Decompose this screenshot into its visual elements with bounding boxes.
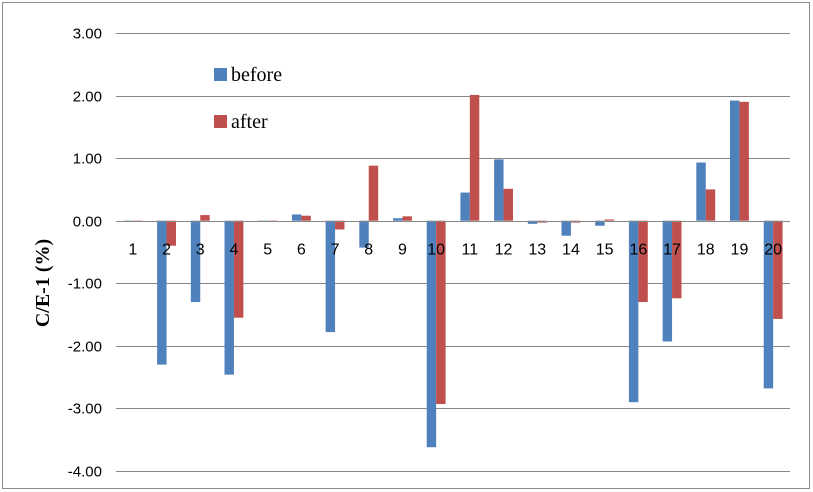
x-category-label: 6 xyxy=(297,242,306,259)
bar-after xyxy=(368,165,379,221)
bar-before xyxy=(527,220,538,224)
y-axis-label: C/E-1 (%) xyxy=(32,239,54,327)
gridlines xyxy=(116,33,790,472)
bar-before xyxy=(628,220,639,403)
bar-before xyxy=(662,220,673,342)
bar-before xyxy=(157,220,167,365)
category-labels: 1 2 3 4 5 6 7 8 9 10 11 12 13 14 15 16 17 18 19 20 xyxy=(128,242,782,259)
bar-after xyxy=(233,220,244,318)
bar-after xyxy=(402,216,412,221)
x-category-label: 12 xyxy=(495,242,513,259)
legend: before after xyxy=(214,64,282,133)
x-category-label: 3 xyxy=(196,242,205,259)
x-category-label: 15 xyxy=(596,242,614,259)
bar-after xyxy=(503,188,513,221)
y-tick-label: 2.00 xyxy=(73,89,102,106)
bar-before xyxy=(224,220,234,375)
x-category-label: 8 xyxy=(364,242,373,259)
bar-before xyxy=(730,100,740,221)
legend-swatch-after xyxy=(214,115,227,128)
x-category-label: 17 xyxy=(663,242,681,259)
bar-before xyxy=(696,162,706,221)
x-category-label: 16 xyxy=(629,242,647,259)
x-category-label: 11 xyxy=(462,242,479,259)
x-category-label: 14 xyxy=(562,242,580,259)
bar-after xyxy=(469,94,480,221)
x-category-label: 10 xyxy=(427,242,445,259)
bar-before xyxy=(426,220,437,448)
legend-swatch-before xyxy=(214,68,227,81)
bar-before xyxy=(359,220,369,248)
y-tick-label: -4.00 xyxy=(68,464,102,481)
bar-after xyxy=(200,215,210,221)
bar-before xyxy=(460,192,470,221)
bar-before xyxy=(393,218,403,221)
bar-after xyxy=(604,219,615,221)
bar-after xyxy=(705,189,716,221)
legend-label-before: before xyxy=(231,64,282,86)
y-axis-ticks: 3.00 2.00 1.00 0.00 -1.00 -2.00 -3.00 -4.00 xyxy=(68,26,102,481)
bar-before xyxy=(291,214,302,221)
y-tick-label: 1.00 xyxy=(73,151,102,168)
x-category-label: 4 xyxy=(229,242,238,259)
bar-after xyxy=(672,220,682,299)
y-tick-label: 3.00 xyxy=(73,26,102,43)
bar-before xyxy=(190,220,201,303)
x-category-label: 18 xyxy=(697,242,715,259)
bar-before xyxy=(494,159,504,221)
y-tick-label: -1.00 xyxy=(68,276,102,293)
bar-after xyxy=(166,220,176,246)
y-tick-label: -3.00 xyxy=(68,401,102,418)
bar-before xyxy=(763,220,774,389)
y-tick-label: 0.00 xyxy=(73,214,102,231)
x-category-label: 2 xyxy=(162,242,171,259)
bar-after xyxy=(773,220,783,319)
bars xyxy=(123,94,783,448)
bar-after xyxy=(739,101,749,221)
x-category-label: 7 xyxy=(331,242,340,259)
bar-before xyxy=(561,220,571,236)
bar-before xyxy=(325,220,336,333)
y-tick-label: -2.00 xyxy=(68,339,102,356)
bar-after xyxy=(335,220,345,230)
bar-before xyxy=(595,220,605,226)
bar-after xyxy=(638,220,648,303)
x-category-label: 1 xyxy=(128,242,137,259)
x-category-label: 20 xyxy=(764,242,782,259)
x-category-label: 13 xyxy=(528,242,546,259)
x-category-label: 19 xyxy=(731,242,749,259)
x-category-label: 5 xyxy=(263,242,272,259)
bar-after xyxy=(436,220,446,405)
x-category-label: 9 xyxy=(398,242,407,259)
legend-label-after: after xyxy=(231,111,268,133)
bar-after xyxy=(301,215,311,221)
